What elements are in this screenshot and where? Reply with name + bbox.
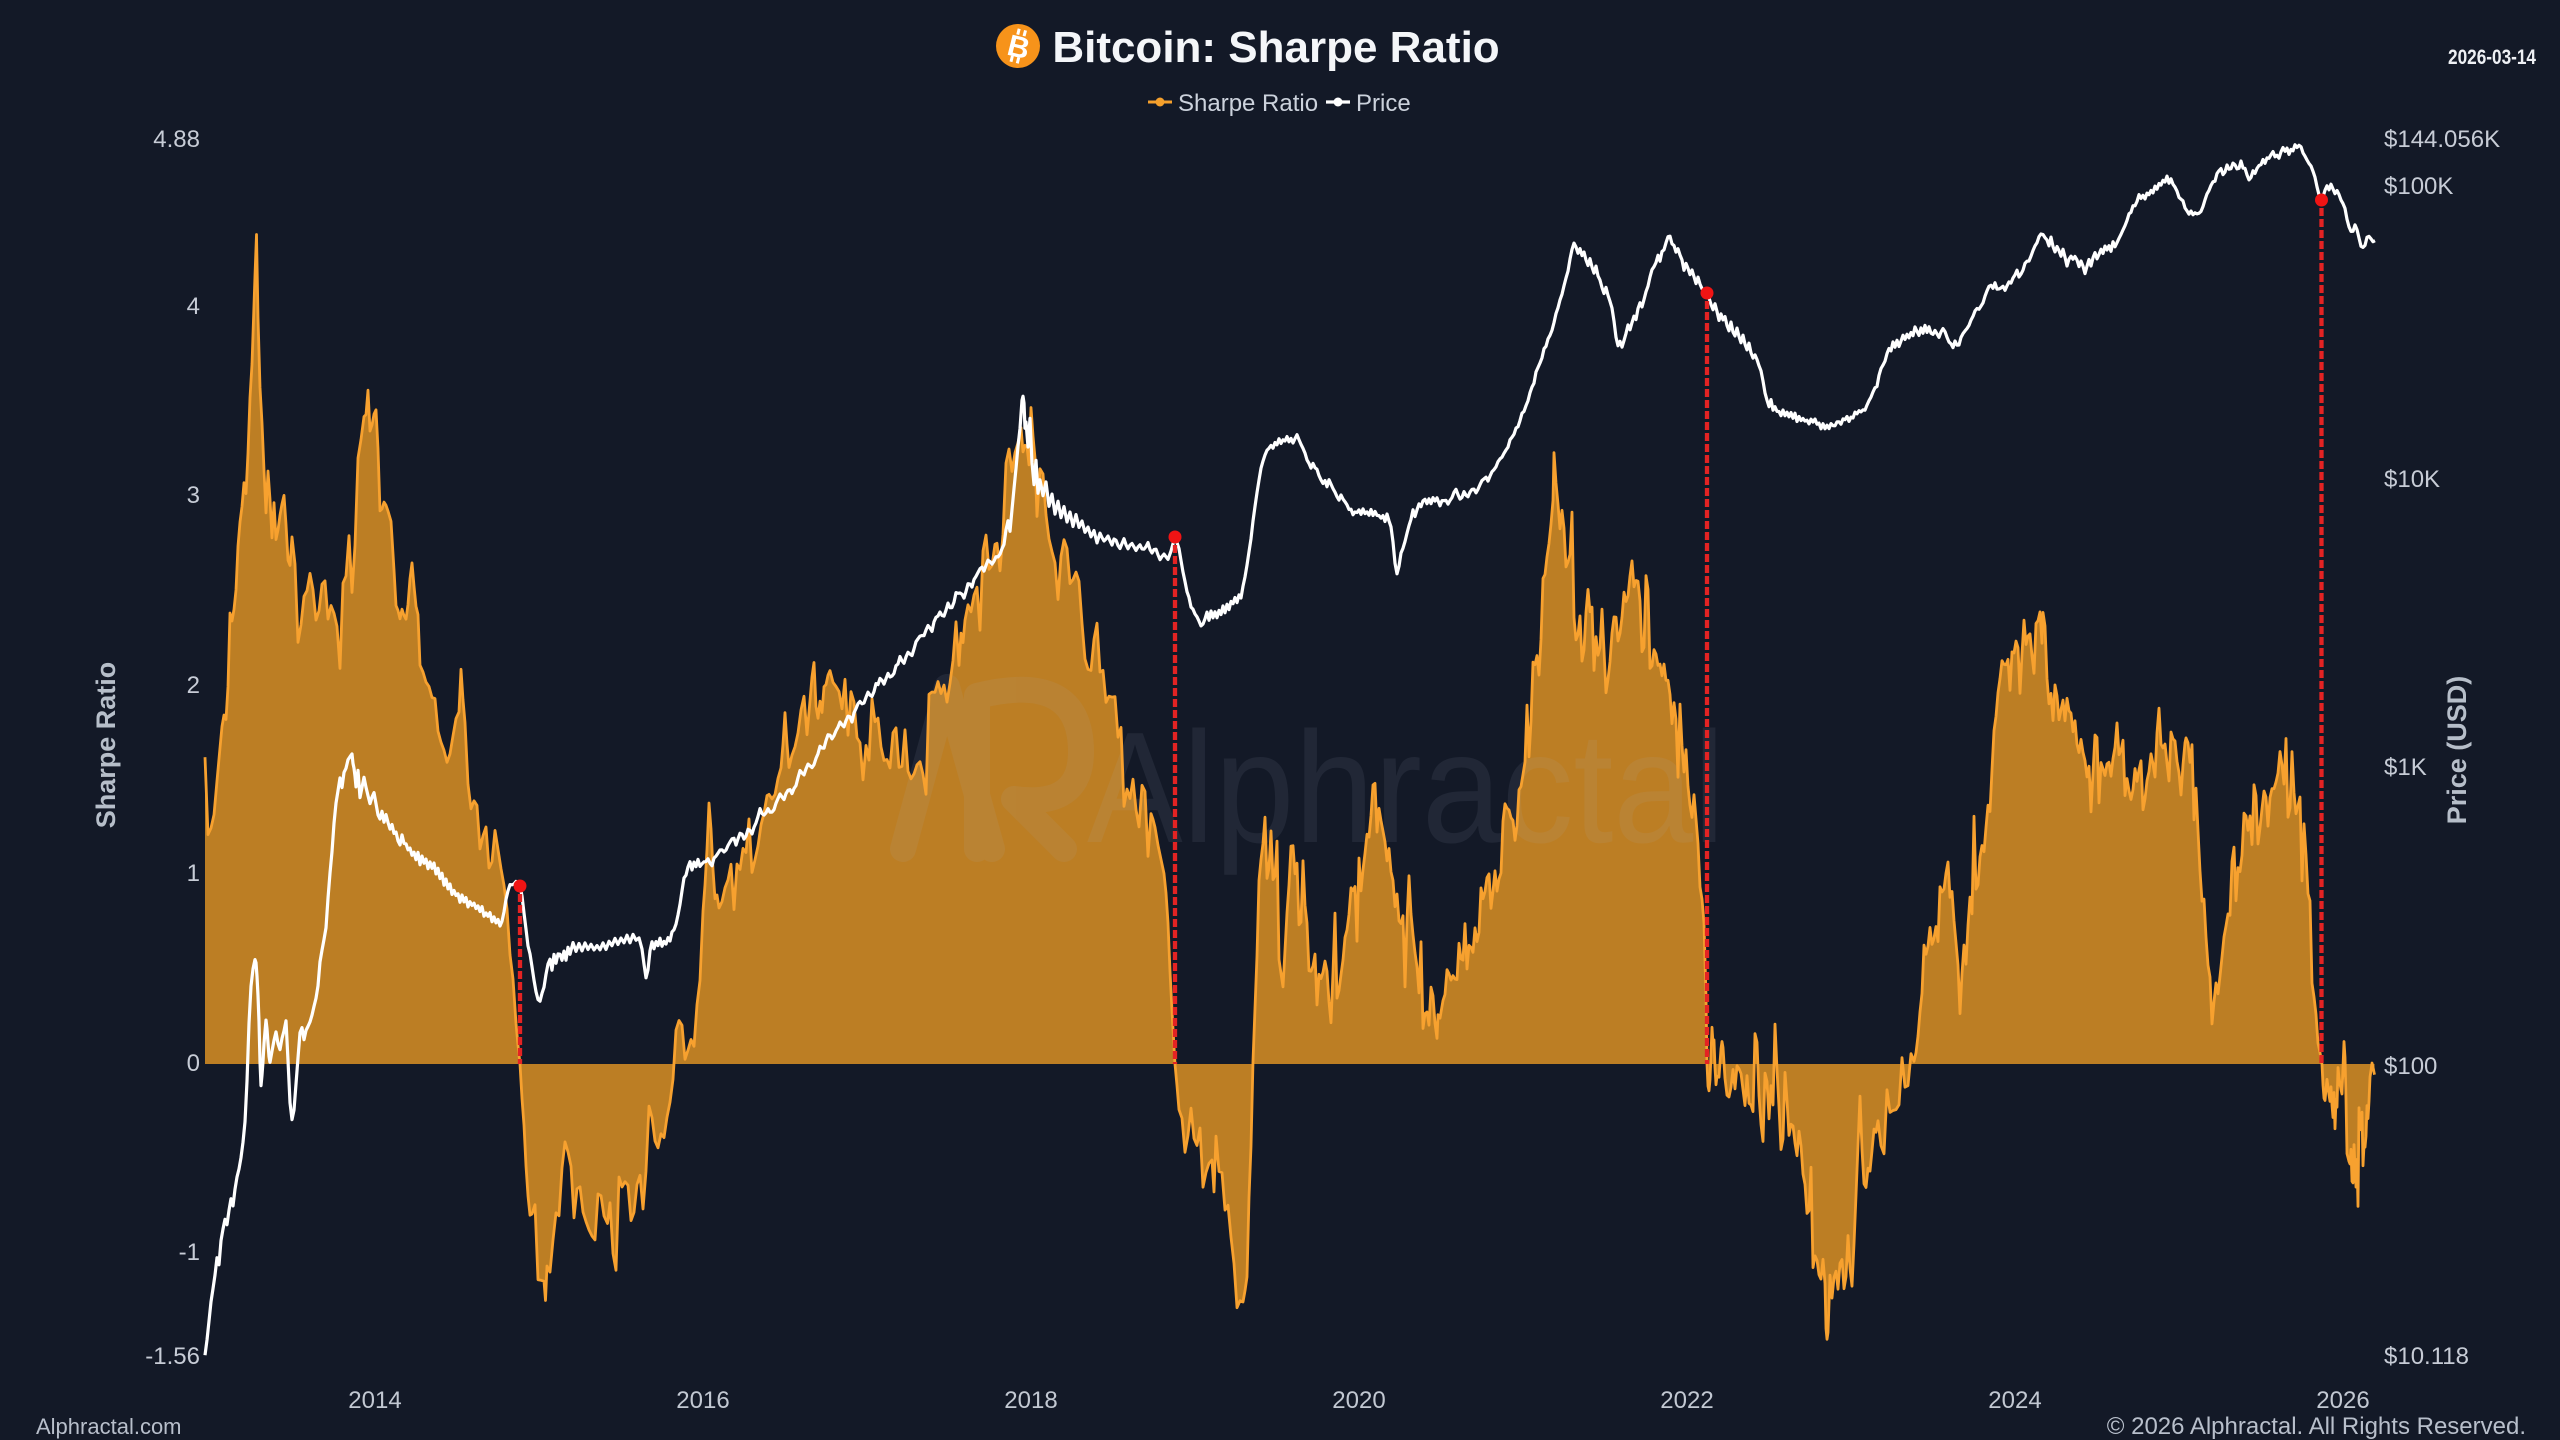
- svg-text:4.88: 4.88: [153, 126, 200, 153]
- svg-text:0: 0: [187, 1050, 200, 1077]
- svg-text:Price: Price: [1356, 90, 1411, 117]
- svg-text:Alphractal: Alphractal: [1087, 700, 1725, 876]
- svg-text:2022: 2022: [1660, 1387, 1713, 1414]
- svg-text:$144.056K: $144.056K: [2384, 126, 2500, 153]
- svg-text:Alphractal.com: Alphractal.com: [36, 1414, 182, 1439]
- svg-text:$100: $100: [2384, 1053, 2437, 1080]
- svg-text:$10K: $10K: [2384, 466, 2440, 493]
- svg-text:$100K: $100K: [2384, 173, 2453, 200]
- svg-text:© 2026 Alphractal. All Rights: © 2026 Alphractal. All Rights Reserved.: [2107, 1413, 2526, 1440]
- svg-text:3: 3: [187, 482, 200, 509]
- svg-text:2020: 2020: [1332, 1387, 1385, 1414]
- svg-text:2016: 2016: [676, 1387, 729, 1414]
- svg-text:Bitcoin: Sharpe Ratio: Bitcoin: Sharpe Ratio: [1052, 23, 1499, 72]
- svg-text:4: 4: [187, 293, 200, 320]
- svg-text:2026: 2026: [2316, 1387, 2369, 1414]
- svg-text:$1K: $1K: [2384, 754, 2427, 781]
- svg-text:2014: 2014: [348, 1387, 401, 1414]
- svg-text:-1.56: -1.56: [145, 1343, 200, 1370]
- svg-text:Price (USD): Price (USD): [2442, 676, 2472, 825]
- svg-text:2018: 2018: [1004, 1387, 1057, 1414]
- svg-text:-1: -1: [179, 1239, 200, 1266]
- svg-text:Sharpe Ratio: Sharpe Ratio: [1178, 90, 1318, 117]
- svg-text:Sharpe Ratio: Sharpe Ratio: [91, 662, 121, 829]
- svg-text:2026-03-14: 2026-03-14: [2448, 46, 2536, 69]
- svg-text:$10.118: $10.118: [2384, 1343, 2469, 1370]
- svg-text:1: 1: [187, 860, 200, 887]
- svg-text:2024: 2024: [1988, 1387, 2041, 1414]
- svg-text:2: 2: [187, 672, 200, 699]
